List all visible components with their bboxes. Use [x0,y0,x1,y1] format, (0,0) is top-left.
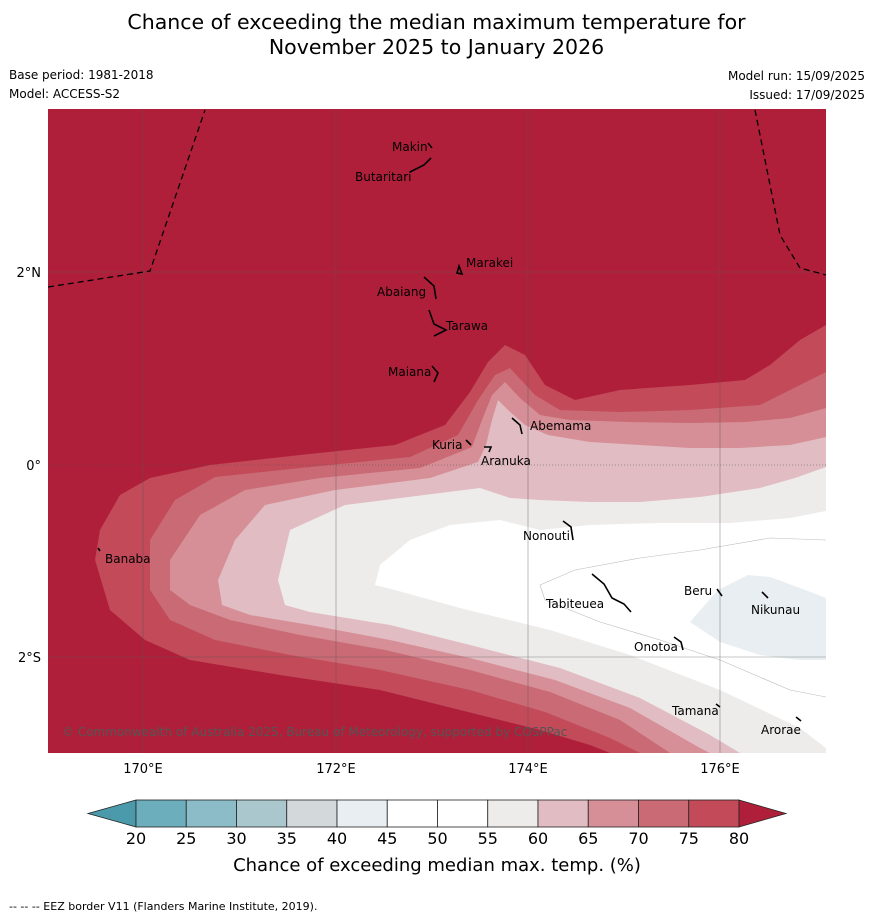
label-arorae: Arorae [761,723,801,737]
island-beru-shape [716,588,723,597]
colorbar-segment [336,799,388,828]
label-tabiteuea: Tabiteuea [545,597,604,611]
eez-border-west [47,109,206,288]
island-abemama-shape [511,417,523,435]
label-tarawa: Tarawa [445,319,488,333]
colorbar-tick-label: 65 [578,829,598,848]
label-nonouti: Nonouti [523,529,570,543]
island-tamana-shape [715,703,721,708]
island-marakei-shape [455,263,464,276]
colorbar-segment [587,799,639,828]
label-tamana: Tamana [671,704,719,718]
island-labels: Makin Butaritari Marakei Abaiang Tarawa … [105,140,801,737]
label-abemama: Abemama [530,419,591,433]
label-abaiang: Abaiang [377,285,426,299]
colorbar-segment [386,799,438,828]
eez-border-east [754,109,827,276]
eez-footnote: -- -- -- EEZ border V11 (Flanders Marine… [9,900,318,913]
island-tabiteuea-shape [591,573,632,613]
colorbar-segment [185,799,237,828]
label-nikunau: Nikunau [751,603,800,617]
colorbar-segment [286,799,338,828]
colorbar-extend-low [86,799,137,828]
lat-label-2s: 2°S [18,651,41,666]
colorbar-segment [688,799,740,828]
colorbar-tick-label: 55 [478,829,498,848]
label-maiana: Maiana [388,365,431,379]
issued-date: Issued: 17/09/2025 [749,88,865,102]
title-line-2: November 2025 to January 2026 [268,35,605,59]
contour-line-50 [539,537,826,698]
island-kuria-shape [465,439,472,446]
label-onotoa: Onotoa [634,640,678,654]
lon-label-172e: 172°E [316,762,356,777]
colorbar-segment [537,799,589,828]
colorbar-tick-label: 80 [729,829,749,848]
lat-label-2n: 2°N [17,266,42,281]
label-kuria: Kuria [432,438,463,452]
lon-label-174e: 174°E [508,762,548,777]
island-aranuka-shape [484,446,493,453]
colorbar-tick-label: 70 [628,829,648,848]
contour-45-55 [375,511,826,748]
graticule [48,109,826,753]
lon-label-170e: 170°E [123,762,163,777]
colorbar-segment [135,799,187,828]
map-title: Chance of exceeding the median maximum t… [0,10,873,60]
label-aranuka: Aranuka [481,454,531,468]
colorbar-tick-label: 40 [327,829,347,848]
contour-40-45 [690,575,826,660]
colorbar-tick-label: 30 [226,829,246,848]
colorbar-tick-label: 75 [679,829,699,848]
base-period: Base period: 1981-2018 [9,68,154,82]
label-makin: Makin [392,140,428,154]
island-onotoa-shape [673,636,684,651]
colorbar-tick-label: 45 [377,829,397,848]
island-nonouti-shape [562,520,574,541]
probability-contours [48,109,826,753]
island-arorae-shape [795,716,802,722]
colorbar-segment [236,799,288,828]
island-butaritari-shape [409,157,432,173]
island-tarawa-shape [428,309,448,337]
island-nikunau-shape [761,591,769,599]
colorbar-segment [638,799,690,828]
axis-labels: 170°E 172°E 174°E 176°E 2°N 0° 2°S [17,266,740,777]
colorbar-segment [487,799,539,828]
colorbar-tick-label: 50 [427,829,447,848]
model-run-date: Model run: 15/09/2025 [727,69,865,83]
island-makin-shape [427,142,433,149]
lat-label-equator: 0° [26,459,41,474]
colorbar-tick-label: 25 [176,829,196,848]
colorbar-extend-high [738,799,788,828]
label-butaritari: Butaritari [355,170,412,184]
colorbar-segment [437,799,489,828]
title-line-1: Chance of exceeding the median maximum t… [127,10,746,34]
colorbar-tick-label: 35 [277,829,297,848]
label-marakei: Marakei [466,256,513,270]
copyright-credit: © Commonwealth of Australia 2025, Bureau… [62,725,567,739]
island-maiana-shape [431,365,439,383]
model-name: Model: ACCESS-S2 [9,87,121,101]
eez-border [47,109,827,288]
lon-label-176e: 176°E [700,762,740,777]
colorbar-title: Chance of exceeding median max. temp. (%… [233,855,641,876]
colorbar-tick-label: 60 [528,829,548,848]
label-beru: Beru [684,584,712,598]
island-abaiang-shape [423,276,437,300]
island-outlines [97,142,802,722]
island-banaba-shape [97,547,101,552]
colorbar: 20 25 30 35 40 45 50 55 60 65 70 75 80 [86,799,788,848]
label-banaba: Banaba [105,552,151,566]
colorbar-tick-label: 20 [126,829,146,848]
